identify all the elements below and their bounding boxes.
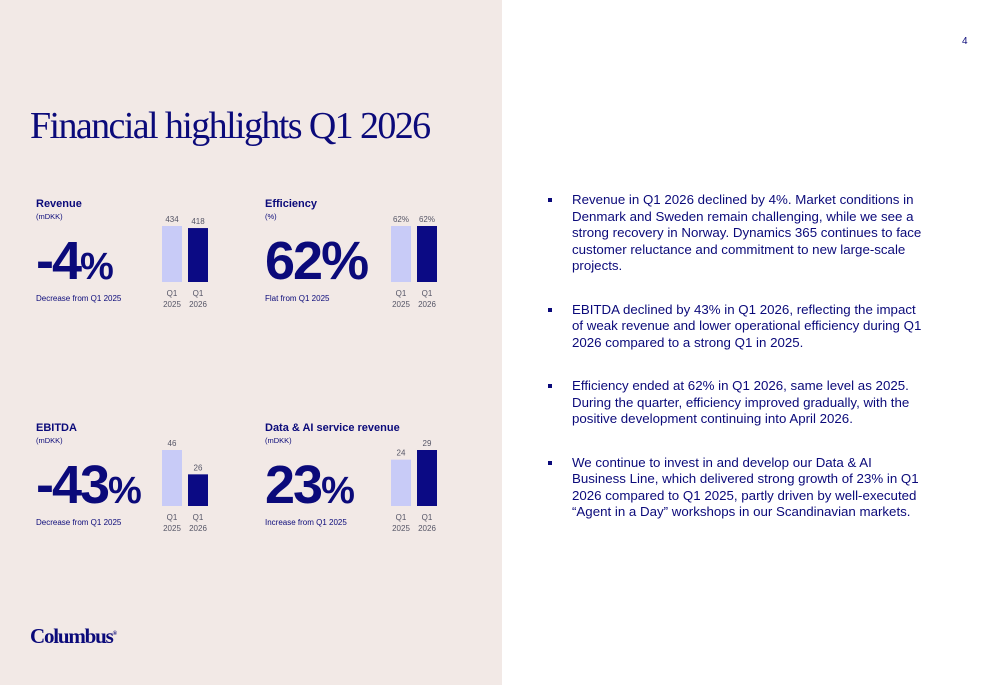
bar-value-label: 26 <box>194 463 203 472</box>
columbus-logo: Columbus® <box>30 624 117 649</box>
kpi-value: 62% <box>265 231 369 291</box>
bar-value-label: 62% <box>393 215 409 224</box>
bar-q1-2025 <box>162 226 182 282</box>
mini-bar-chart: 434 Q1 2025 418 Q1 2026 <box>162 215 208 309</box>
kpi-value-number: 23 <box>265 455 323 515</box>
x-tick-label: 2025 <box>392 524 410 533</box>
kpi-value-suffix: % <box>108 470 142 512</box>
bullet-text: We continue to invest in and develop our… <box>572 454 919 520</box>
efficiency-mini-chart: 62% Q1 2025 62% Q1 2026 <box>391 198 451 348</box>
kpi-note: Decrease from Q1 2025 <box>36 518 122 527</box>
kpi-unit: (mDKK) <box>265 436 292 445</box>
mini-bar-chart: 24 Q1 2025 29 Q1 2026 <box>391 439 437 533</box>
x-tick-label: 2025 <box>392 300 410 309</box>
kpi-revenue: Revenue (mDKK) -4% Decrease from Q1 2025… <box>36 198 236 348</box>
bullet-item: Efficiency ended at 62% in Q1 2026, same… <box>548 378 928 428</box>
x-tick-label: Q1 <box>396 289 407 298</box>
bullet-text: EBITDA declined by 43% in Q1 2026, refle… <box>572 301 922 350</box>
kpi-unit: (mDKK) <box>36 436 63 445</box>
mini-bar-chart: 62% Q1 2025 62% Q1 2026 <box>391 215 437 309</box>
x-tick-label: 2026 <box>418 300 436 309</box>
kpi-value-number: -43 <box>36 455 110 515</box>
x-tick-label: Q1 <box>396 513 407 522</box>
kpi-ebitda: EBITDA (mDKK) -43% Decrease from Q1 2025… <box>36 422 236 572</box>
bullet-text: Efficiency ended at 62% in Q1 2026, same… <box>572 378 910 426</box>
kpi-unit: (%) <box>265 212 277 221</box>
left-panel <box>0 0 502 685</box>
kpi-unit: (mDKK) <box>36 212 63 221</box>
ebitda-mini-chart: 46 Q1 2025 26 Q1 2026 <box>162 422 222 572</box>
x-tick-label: 2025 <box>163 524 181 533</box>
x-tick-label: Q1 <box>167 289 178 298</box>
bar-value-label: 434 <box>165 215 179 224</box>
bar-q1-2026 <box>417 450 437 506</box>
bullet-marker-icon <box>548 198 552 202</box>
kpi-value: 23% <box>265 458 355 512</box>
bar-value-label: 24 <box>397 449 406 458</box>
kpi-value-suffix: % <box>80 246 114 288</box>
x-tick-label: 2026 <box>189 524 207 533</box>
data-ai-mini-chart: 24 Q1 2025 29 Q1 2026 <box>391 422 451 572</box>
kpi-value-number: -4 <box>36 231 82 291</box>
kpi-value-number: 62% <box>265 231 369 291</box>
bullet-item: We continue to invest in and develop our… <box>548 455 928 521</box>
kpi-label: EBITDA <box>36 422 77 434</box>
x-tick-label: Q1 <box>422 513 433 522</box>
bar-q1-2025 <box>391 226 411 282</box>
bar-value-label: 29 <box>423 439 432 448</box>
bullet-item: EBITDA declined by 43% in Q1 2026, refle… <box>548 302 928 352</box>
bar-q1-2026 <box>188 228 208 282</box>
logo-mark: ® <box>112 631 118 637</box>
kpi-label: Efficiency <box>265 198 317 210</box>
x-tick-label: Q1 <box>167 513 178 522</box>
bar-q1-2025 <box>391 459 411 506</box>
logo-text: Columbus <box>30 624 114 648</box>
kpi-label: Data & AI service revenue <box>265 422 400 434</box>
x-tick-label: 2026 <box>189 300 207 309</box>
bar-value-label: 418 <box>191 217 205 226</box>
bullet-marker-icon <box>548 460 552 465</box>
bullet-text: Revenue in Q1 2026 declined by 4%. Marke… <box>572 192 922 273</box>
kpi-label: Revenue <box>36 198 82 210</box>
bar-q1-2025 <box>162 450 182 506</box>
bullet-marker-icon <box>548 307 552 312</box>
bar-value-label: 46 <box>168 439 177 448</box>
kpi-note: Increase from Q1 2025 <box>265 518 347 527</box>
page-title: Financial highlights Q1 2026 <box>30 105 431 147</box>
kpi-value: -43% <box>36 458 142 512</box>
kpi-value: -4% <box>36 234 114 288</box>
kpi-note: Flat from Q1 2025 <box>265 294 330 303</box>
kpi-efficiency: Efficiency (%) 62% Flat from Q1 2025 62%… <box>265 198 465 348</box>
x-tick-label: Q1 <box>193 289 204 298</box>
x-tick-label: 2025 <box>163 300 181 309</box>
kpi-data-ai-revenue: Data & AI service revenue (mDKK) 23% Inc… <box>265 422 465 572</box>
x-tick-label: Q1 <box>422 289 433 298</box>
x-tick-label: Q1 <box>193 513 204 522</box>
bullet-marker-icon <box>548 384 552 388</box>
bar-value-label: 62% <box>419 215 435 224</box>
mini-bar-chart: 46 Q1 2025 26 Q1 2026 <box>162 439 208 533</box>
x-tick-label: 2026 <box>418 524 436 533</box>
kpi-value-suffix: % <box>321 470 355 512</box>
highlights-list: Revenue in Q1 2026 declined by 4%. Marke… <box>548 192 928 548</box>
bar-q1-2026 <box>188 474 208 506</box>
bullet-item: Revenue in Q1 2026 declined by 4%. Marke… <box>548 192 928 275</box>
bar-q1-2026 <box>417 226 437 282</box>
page-number: 4 <box>962 36 968 47</box>
revenue-mini-chart: 434 Q1 2025 418 Q1 2026 <box>162 198 222 348</box>
kpi-note: Decrease from Q1 2025 <box>36 294 122 303</box>
